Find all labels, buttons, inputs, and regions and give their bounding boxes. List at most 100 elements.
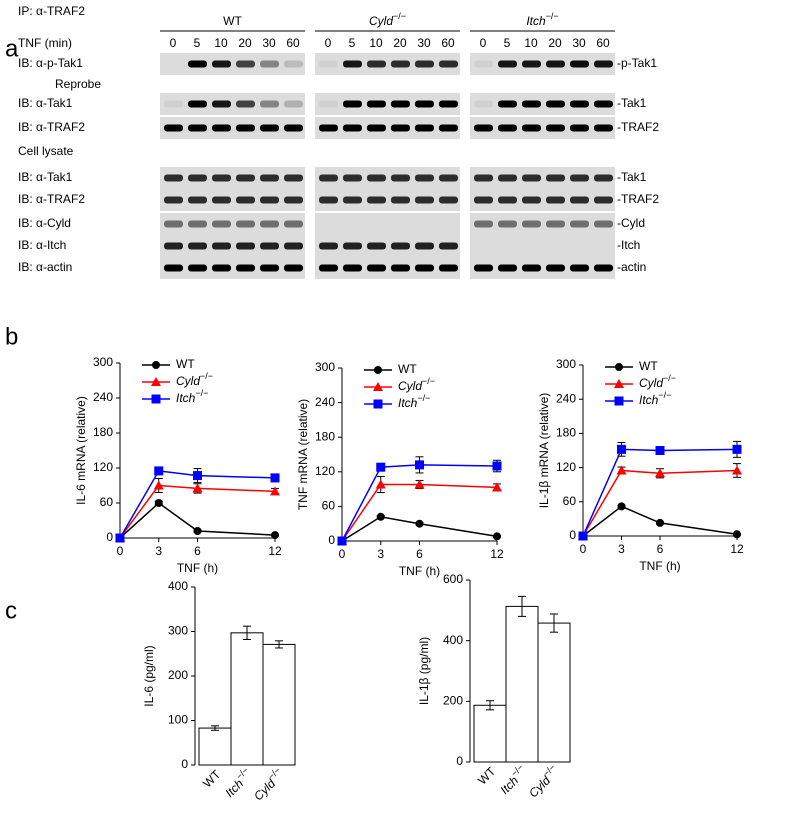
band bbox=[474, 60, 493, 68]
legend-label-name: Itch bbox=[639, 393, 659, 407]
time-label: 20 bbox=[238, 36, 252, 50]
marker bbox=[115, 533, 125, 543]
bar bbox=[505, 605, 539, 763]
row-target: -actin bbox=[617, 260, 646, 274]
band bbox=[164, 242, 183, 250]
x-tick-label: 6 bbox=[416, 547, 423, 561]
band bbox=[594, 264, 613, 272]
blot-strip bbox=[470, 93, 615, 115]
band bbox=[343, 100, 362, 108]
x-tick-label: 12 bbox=[268, 544, 282, 558]
marker bbox=[732, 444, 742, 454]
x-tick-label: 3 bbox=[618, 542, 625, 556]
series-line bbox=[119, 484, 276, 539]
band bbox=[546, 264, 565, 272]
blot-strip bbox=[470, 53, 615, 75]
x-tick-label: Cyld−/− bbox=[524, 762, 562, 800]
band bbox=[284, 124, 303, 132]
legend-label-sup: −/− bbox=[422, 376, 435, 386]
y-tick-label: 60 bbox=[100, 495, 114, 509]
y-tick-label: 300 bbox=[168, 624, 188, 638]
band bbox=[570, 124, 589, 132]
y-tick-label: 240 bbox=[556, 391, 576, 405]
y-axis-label: IL-1β mRNA (relative) bbox=[537, 393, 551, 509]
marker bbox=[152, 361, 160, 369]
legend-label-name: WT bbox=[639, 359, 658, 373]
blot-strip bbox=[160, 117, 305, 139]
bar bbox=[230, 632, 264, 766]
x-tick-label: Itch−/− bbox=[496, 762, 531, 797]
legend-label-name: Cyld bbox=[176, 374, 200, 388]
band bbox=[391, 242, 410, 250]
band bbox=[319, 60, 338, 68]
bar bbox=[473, 704, 507, 763]
band bbox=[260, 60, 279, 68]
x-tick-label: WT bbox=[475, 764, 499, 788]
marker bbox=[271, 531, 279, 540]
time-label: 20 bbox=[393, 36, 407, 50]
marker bbox=[616, 465, 627, 475]
band bbox=[367, 196, 386, 204]
band bbox=[415, 100, 434, 108]
blot-strip bbox=[470, 235, 615, 257]
marker bbox=[614, 379, 624, 388]
band bbox=[415, 174, 434, 182]
marker bbox=[732, 465, 742, 475]
marker bbox=[655, 446, 665, 455]
band bbox=[188, 100, 207, 108]
row-label: IB: α-Itch bbox=[18, 238, 66, 252]
marker bbox=[376, 512, 385, 521]
x-tick-label: 6 bbox=[194, 544, 201, 558]
marker bbox=[375, 479, 386, 489]
y-tick-label: 120 bbox=[556, 460, 576, 474]
blot-strip bbox=[470, 213, 615, 235]
legend-label-sup: −/− bbox=[658, 390, 671, 400]
band bbox=[188, 264, 207, 272]
band bbox=[188, 196, 207, 204]
row-target: -Tak1 bbox=[617, 170, 647, 184]
x-tick-label: 6 bbox=[657, 542, 664, 556]
y-axis-label: IL-1β (pg/ml) bbox=[417, 637, 431, 705]
blot-strip bbox=[160, 167, 305, 189]
band bbox=[164, 220, 183, 228]
x-tick-label: 0 bbox=[117, 544, 124, 558]
band bbox=[188, 242, 207, 250]
band bbox=[474, 264, 493, 272]
y-tick-label: 60 bbox=[563, 494, 577, 508]
marker bbox=[617, 444, 626, 454]
y-tick-label: 120 bbox=[315, 464, 335, 478]
marker bbox=[376, 462, 386, 472]
band bbox=[439, 264, 458, 272]
legend-label-name: Cyld bbox=[398, 379, 422, 393]
marker bbox=[374, 366, 382, 374]
band bbox=[474, 220, 493, 228]
band bbox=[498, 196, 517, 204]
blot-strip bbox=[315, 213, 460, 235]
band bbox=[284, 220, 303, 228]
time-label: 20 bbox=[548, 36, 562, 50]
band bbox=[546, 220, 565, 228]
time-label: 10 bbox=[369, 36, 383, 50]
marker bbox=[492, 482, 502, 492]
band bbox=[522, 100, 541, 108]
row-label: IB: α-TRAF2 bbox=[18, 120, 85, 134]
row-target: -TRAF2 bbox=[617, 120, 659, 134]
row-label: IB: α-Tak1 bbox=[18, 170, 73, 184]
time-label: 0 bbox=[325, 36, 332, 50]
marker bbox=[655, 468, 665, 478]
marker bbox=[656, 518, 664, 527]
y-tick-label: 400 bbox=[443, 633, 463, 647]
marker bbox=[373, 382, 383, 391]
band bbox=[498, 264, 517, 272]
band bbox=[212, 124, 231, 132]
marker bbox=[493, 532, 501, 541]
time-label: 5 bbox=[194, 36, 201, 50]
legend-label-sup: −/− bbox=[417, 393, 430, 403]
y-axis-label: IL-6 (pg/ml) bbox=[142, 645, 156, 706]
time-label: 0 bbox=[480, 36, 487, 50]
marker bbox=[193, 527, 202, 535]
band bbox=[319, 264, 338, 272]
band bbox=[212, 220, 231, 228]
band bbox=[260, 242, 279, 250]
